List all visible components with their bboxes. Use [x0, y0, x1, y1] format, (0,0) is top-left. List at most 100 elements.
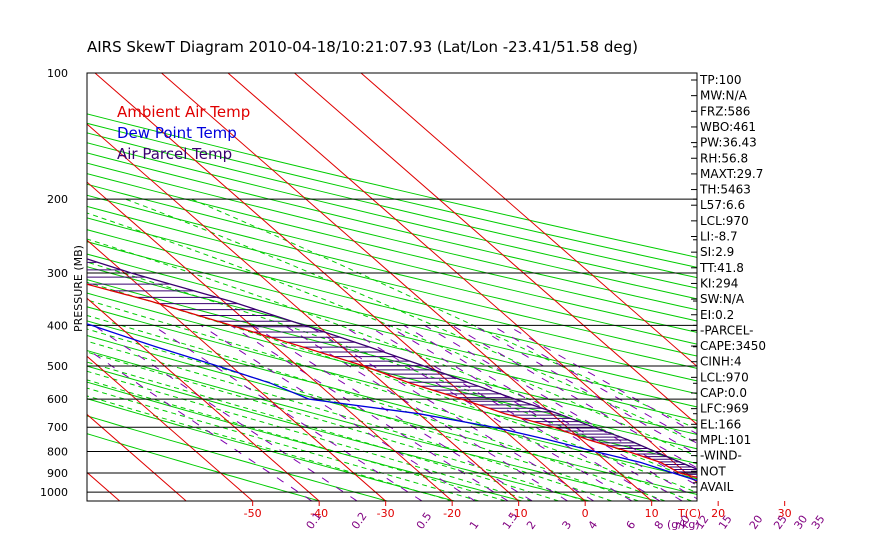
pressure-label: 300 [47, 267, 68, 280]
isotherm [87, 181, 453, 501]
moist-adiabat [87, 340, 612, 501]
moist-adiabat [87, 238, 697, 470]
dry-adiabat [87, 306, 697, 465]
temp-label-bottom: 30 [778, 507, 792, 520]
mixing-ratio-label: 1 [467, 519, 482, 532]
dry-adiabat [87, 162, 697, 311]
dew-point-temp-line [87, 323, 697, 482]
pressure-labels: 100 200 300 400 500 600 700 800 900 1000 [40, 67, 68, 499]
isotherm [294, 73, 697, 426]
dry-adiabat [87, 229, 697, 382]
index-item: LFC:969 [700, 402, 749, 416]
index-item: RH:56.8 [700, 151, 748, 165]
dry-adiabat [87, 142, 697, 289]
legend: Ambient Air Temp Dew Point Temp Air Parcel… [117, 103, 250, 163]
dry-adiabat [87, 205, 697, 357]
mixing-ratio-line [424, 324, 697, 486]
dry-adiabat [87, 365, 590, 501]
moist-adiabat [125, 198, 697, 444]
pressure-label: 400 [47, 319, 68, 332]
mixing-ratio-label: 20 [747, 513, 766, 532]
index-item: L57:6.6 [700, 198, 745, 212]
index-item: SI:2.9 [700, 245, 734, 259]
mixing-ratio-line [93, 324, 358, 501]
dry-adiabat [87, 217, 697, 369]
legend-entry: Dew Point Temp [117, 124, 237, 142]
index-item: CAP:0.0 [700, 386, 747, 400]
dry-adiabat [87, 113, 697, 258]
moist-adiabat [87, 351, 586, 501]
isotherm [87, 297, 320, 501]
legend-entry: Ambient Air Temp [117, 103, 250, 121]
air-parcel-temp-line [87, 258, 697, 470]
dry-adiabat [87, 183, 697, 333]
index-item: MPL:101 [700, 433, 751, 447]
index-item: KI:294 [700, 276, 738, 290]
moist-adiabat [87, 314, 666, 501]
index-item: CAPE:3450 [700, 339, 766, 353]
mixing-ratio-label: 6 [624, 519, 639, 532]
temp-label-bottom: -40 [310, 507, 328, 520]
moist-adiabat [87, 370, 533, 501]
mixing-ratio-unit: (g/kg) [667, 518, 700, 531]
moist-adiabat [87, 281, 697, 494]
moist-adiabat [87, 212, 697, 457]
index-item: MW:N/A [700, 89, 748, 103]
moist-adiabat [87, 395, 453, 501]
index-item: PW:36.43 [700, 136, 757, 150]
temp-label-bottom: 10 [645, 507, 659, 520]
dry-adiabat [87, 350, 658, 501]
mixing-ratio-line [473, 324, 697, 455]
chart-title: AIRS SkewT Diagram 2010-04-18/10:21:07.9… [87, 38, 638, 56]
isotherm [360, 73, 697, 368]
dry-adiabat [87, 279, 697, 435]
moist-adiabat [87, 261, 697, 482]
cape-hatch [87, 261, 697, 478]
index-item: -WIND- [700, 449, 742, 463]
isotherm [227, 73, 697, 484]
mixing-ratio-label: 4 [586, 519, 601, 532]
mixing-ratio-line [366, 324, 661, 501]
dry-adiabat [87, 122, 697, 268]
temp-label-bottom: 20 [711, 507, 725, 520]
bottom-axis-unit: T(C) [677, 507, 701, 520]
mixing-ratio-line [87, 348, 313, 501]
mixing-ratio-label: 0.2 [349, 510, 370, 532]
isotherm [0, 73, 53, 501]
temp-label-bottom: 0 [582, 507, 589, 520]
index-item: TP:100 [699, 73, 742, 87]
index-item: WBO:461 [700, 120, 756, 134]
mixing-ratio-line [341, 324, 633, 501]
isotherm [87, 413, 187, 501]
mixing-ratio-label: 35 [809, 513, 828, 532]
index-item: TT:41.8 [699, 261, 744, 275]
pressure-label: 200 [47, 193, 68, 206]
dry-adiabat [87, 320, 697, 480]
mixing-ratio-label: 30 [792, 513, 811, 532]
y-axis-label: PRESSURE (MB) [72, 245, 85, 332]
mixing-ratio-line [200, 324, 476, 501]
pressure-label: 700 [47, 421, 68, 434]
dry-adiabat [87, 173, 697, 322]
mixing-ratio-label: 0.5 [414, 510, 435, 532]
dry-adiabat [87, 398, 455, 501]
pressure-label: 100 [47, 67, 68, 80]
index-item: EI:0.2 [700, 308, 734, 322]
dry-adiabat [87, 194, 697, 345]
dry-adiabat [87, 152, 697, 300]
dry-adiabat [87, 241, 697, 395]
pressure-label: 600 [47, 393, 68, 406]
mixing-ratio-line [284, 324, 568, 501]
temp-label-bottom: -20 [443, 507, 461, 520]
dry-adiabat [87, 433, 320, 501]
mixing-ratio-label: 3 [560, 519, 575, 532]
isotherm-lines [0, 73, 697, 501]
temp-label-bottom: -10 [510, 507, 528, 520]
dry-adiabat [87, 415, 388, 501]
dry-adiabat [87, 253, 697, 408]
index-item: TH:5463 [699, 183, 751, 197]
mixing-ratio-line [252, 324, 533, 501]
index-item: NOT [700, 464, 726, 478]
legend-entry: Air Parcel Temp [117, 145, 232, 163]
mixing-ratio-line [152, 324, 423, 501]
